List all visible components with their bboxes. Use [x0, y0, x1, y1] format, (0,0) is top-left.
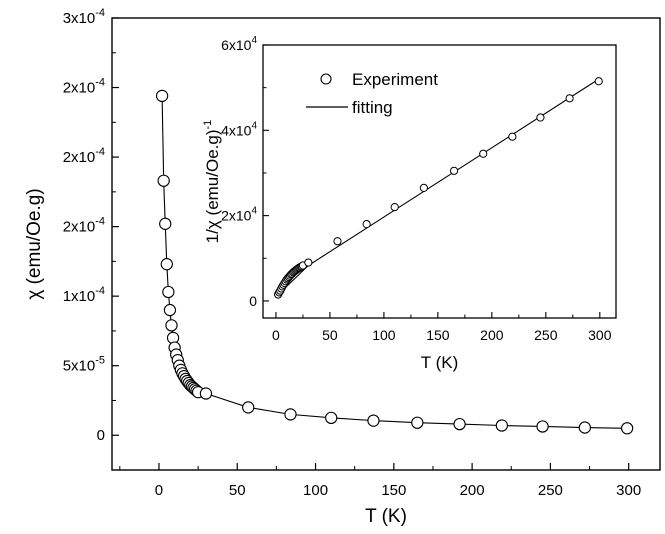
main-y-tick-label: 2x10-4: [63, 216, 105, 236]
inset-data-point: [304, 258, 313, 267]
inset-plot-frame: [262, 44, 617, 319]
legend-symbol-experiment: [320, 73, 332, 85]
main-plot-frame: [111, 17, 661, 471]
main-chart: 0 50 100 150 200 250 300 0 5x10-5 1x10-4 2x10-4 2x1…: [24, 7, 661, 527]
inset-y-tick-label: 2x104: [221, 206, 257, 224]
inset-data-point: [479, 149, 488, 158]
main-x-axis-label: T (K): [365, 506, 407, 527]
main-x-tick-label: 100: [303, 482, 328, 499]
inset-y-tick-label: 6x104: [221, 35, 257, 53]
inset-data-point: [536, 113, 545, 122]
main-x-tick-label: 250: [538, 482, 563, 499]
inset-x-tick-label: 50: [322, 327, 338, 343]
main-data-point: [578, 421, 591, 434]
main-data-point: [536, 420, 549, 433]
main-y-tick-label: 0: [97, 427, 105, 444]
main-data-point: [411, 416, 424, 429]
inset-chart: 0 50 100 150 200 250 300 0 2x104 4x104 6x104 Exper…: [202, 35, 617, 372]
main-x-tick-label: 0: [155, 482, 163, 499]
main-series: [155, 89, 634, 435]
inset-x-tick-label: 200: [480, 327, 504, 343]
main-data-point: [242, 401, 255, 414]
main-data-point: [367, 414, 380, 427]
inset-data-point: [449, 166, 459, 175]
main-data-point: [155, 89, 169, 103]
main-y-tick-label: 5x10-5: [63, 355, 105, 375]
inset-x-tick-label: 300: [588, 327, 612, 343]
main-x-tick-label: 200: [460, 482, 485, 499]
inset-x-tick-label: 150: [426, 327, 450, 343]
inset-x-tick-label: 0: [272, 327, 280, 343]
main-y-tick-label: 2x10-4: [63, 146, 105, 166]
inset-y-axis-label: 1/χ (emu/Oe.g)-1: [202, 120, 222, 244]
inset-y-tick-label: 4x104: [221, 120, 257, 138]
inset-data-point: [419, 183, 428, 192]
main-data-point: [284, 408, 297, 421]
inset-y-label-prefix: 1/: [203, 229, 222, 243]
inset-data-point: [565, 94, 574, 103]
main-data-point: [157, 174, 170, 187]
inset-legend: Experiment fitting: [306, 70, 438, 117]
main-tick-marks: [112, 17, 630, 470]
inset-y-label-chi: χ: [203, 220, 222, 229]
main-data-point: [159, 217, 172, 230]
main-data-point: [165, 319, 178, 332]
main-data-point: [163, 303, 177, 317]
main-y-tick-label: 2x10-4: [63, 77, 105, 97]
main-y-tick-label: 3x10-4: [63, 7, 105, 27]
inset-tick-marks: [263, 44, 601, 318]
inset-y-label-units: (emu/Oe.g): [203, 129, 222, 220]
inset-tick-labels: 0 50 100 150 200 250 300 0 2x104 4x104 6x104: [221, 35, 612, 343]
main-data-point: [453, 417, 466, 431]
main-x-tick-label: 300: [616, 482, 641, 499]
main-x-tick-label: 50: [229, 482, 246, 499]
inset-x-tick-label: 250: [534, 327, 558, 343]
legend-label-experiment: Experiment: [352, 70, 438, 89]
inset-data-point: [333, 237, 342, 246]
inset-data-point: [508, 132, 517, 141]
legend-label-fitting: fitting: [352, 98, 393, 117]
main-tick-labels: 0 50 100 150 200 250 300 0 5x10-5 1x10-4 2x10-4 2x1…: [63, 7, 642, 499]
main-data-point: [325, 411, 338, 424]
inset-data-point: [362, 220, 371, 229]
main-x-tick-label: 150: [381, 482, 406, 499]
inset-x-tick-label: 100: [372, 327, 396, 343]
main-data-point: [160, 258, 173, 271]
main-data-point: [620, 422, 634, 435]
main-y-tick-label: 1x10-4: [63, 285, 105, 305]
main-y-axis-label: χ (emu/Oe.g): [24, 188, 45, 299]
main-data-point: [495, 419, 509, 432]
inset-series: [274, 77, 603, 299]
inset-y-label-exponent: -1: [202, 120, 214, 130]
main-data-point: [162, 285, 175, 299]
inset-x-axis-label: T (K): [421, 353, 458, 372]
inset-data-point: [390, 202, 399, 212]
inset-data-point: [594, 77, 603, 86]
inset-y-tick-label: 0: [249, 293, 257, 309]
main-data-point: [199, 387, 213, 400]
